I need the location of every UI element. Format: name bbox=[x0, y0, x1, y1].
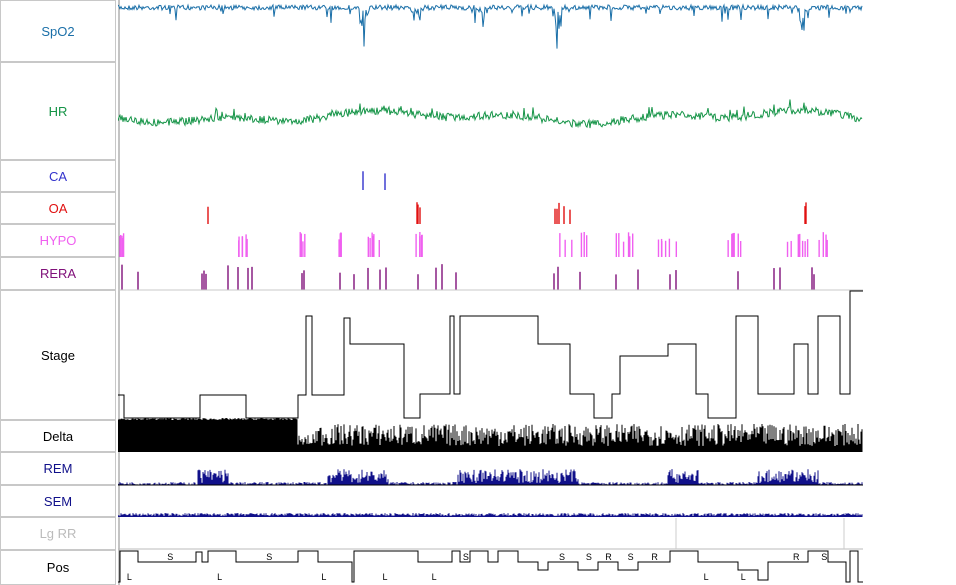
position-trace bbox=[118, 550, 863, 583]
channel-label-spo2[interactable]: SpO2 bbox=[0, 0, 116, 62]
rem-bars bbox=[118, 469, 863, 485]
position-letter: S bbox=[463, 552, 469, 562]
channel-label-sem[interactable]: SEM bbox=[0, 485, 116, 517]
trace-area[interactable]: L S L S L L L S S S R S R L L R S bbox=[118, 0, 956, 585]
position-letter: S bbox=[586, 552, 592, 562]
position-letter: L bbox=[704, 572, 709, 582]
position-letter: S bbox=[628, 552, 634, 562]
position-letter: S bbox=[167, 552, 173, 562]
channel-label-oa[interactable]: OA bbox=[0, 192, 116, 224]
position-letter: S bbox=[266, 552, 272, 562]
channel-label-delta[interactable]: Delta bbox=[0, 420, 116, 452]
sem-bars bbox=[118, 513, 863, 517]
position-letter: L bbox=[741, 572, 746, 582]
spo2-trace bbox=[118, 3, 863, 49]
delta-bars bbox=[118, 418, 863, 452]
trace-canvas[interactable]: L S L S L L L S S S R S R L L R S bbox=[118, 0, 956, 585]
hr-trace bbox=[118, 99, 863, 129]
position-letter: L bbox=[217, 572, 222, 582]
position-letter: L bbox=[383, 572, 388, 582]
position-letter: S bbox=[559, 552, 565, 562]
channel-label-rem[interactable]: REM bbox=[0, 452, 116, 485]
position-letter: S bbox=[821, 552, 827, 562]
position-letter: R bbox=[605, 552, 612, 562]
position-letter: L bbox=[432, 572, 437, 582]
channel-label-ca[interactable]: CA bbox=[0, 160, 116, 192]
position-letter: L bbox=[321, 572, 326, 582]
channel-label-hypo[interactable]: HYPO bbox=[0, 224, 116, 257]
channel-labels: SpO2 HR CA OA HYPO RERA Stage Delta REM … bbox=[0, 0, 117, 585]
position-letter: L bbox=[127, 572, 132, 582]
channel-label-rera[interactable]: RERA bbox=[0, 257, 116, 290]
channel-label-pos[interactable]: Pos bbox=[0, 550, 116, 585]
channel-label-hr[interactable]: HR bbox=[0, 62, 116, 160]
channel-label-stage[interactable]: Stage bbox=[0, 290, 116, 420]
stage-hypnogram bbox=[118, 290, 863, 419]
position-letter: R bbox=[651, 552, 658, 562]
position-letter: R bbox=[793, 552, 800, 562]
channel-label-lgrr[interactable]: Lg RR bbox=[0, 517, 116, 550]
